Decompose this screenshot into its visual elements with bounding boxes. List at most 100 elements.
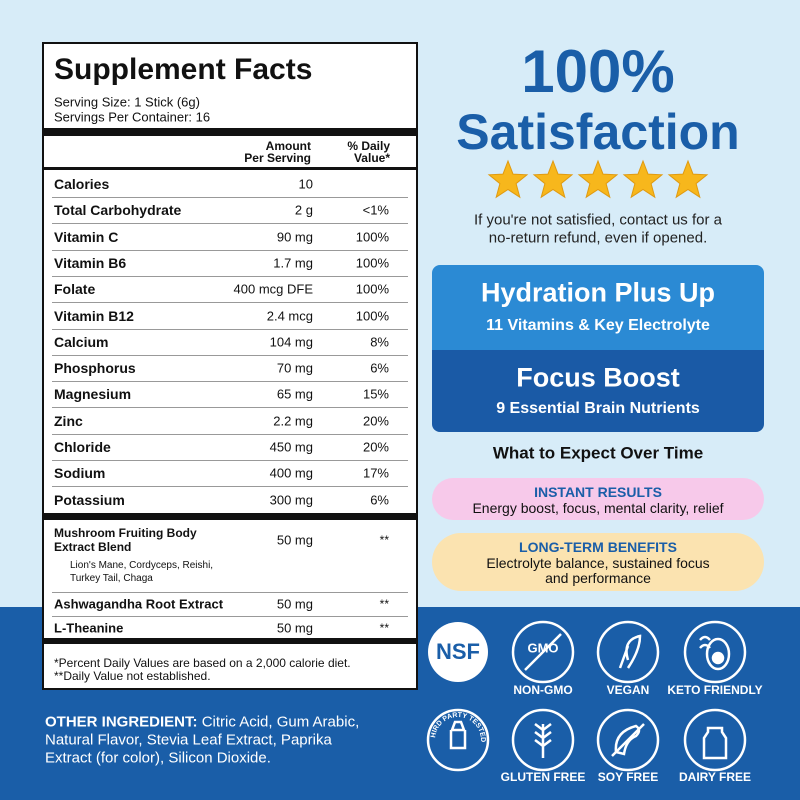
star <box>667 159 709 199</box>
amount: 50 mg <box>276 620 313 636</box>
star <box>487 159 529 199</box>
amount: 104 mg <box>269 334 313 350</box>
daily-value: ** <box>379 533 389 547</box>
daily-value: 20% <box>362 439 389 455</box>
facts-panel <box>42 42 418 690</box>
amount: 2.4 mcg <box>266 308 313 323</box>
row-line <box>52 381 408 383</box>
star <box>532 159 574 199</box>
badge-label: NON-GMO <box>513 683 573 697</box>
row-line <box>52 592 408 593</box>
row-line <box>52 302 408 304</box>
daily-value: 6% <box>370 360 389 376</box>
amount: 90 mg <box>276 229 313 245</box>
badge-label: VEGAN <box>606 683 650 697</box>
product-subtitle: 9 Essential Brain Nutrients <box>496 400 700 417</box>
badge-icon-text: NSF <box>436 639 480 664</box>
badge-label: KETO FRIENDLY <box>667 683 763 697</box>
product-title: Hydration Plus Up <box>480 277 716 308</box>
ingredients-row: OTHER INGREDIENT: Citric Acid, Gum Arabi… <box>45 715 359 730</box>
footnote: **Daily Value not established. <box>54 669 211 683</box>
nutrient-name: Folate <box>54 281 96 298</box>
product-title: Focus Boost <box>516 362 680 393</box>
amount: 450 mg <box>269 439 313 455</box>
header: Amount <box>265 139 311 153</box>
blend-name: Mushroom Fruiting Body <box>54 526 197 540</box>
guarantee-note: If you're not satisfied, contact us for … <box>474 211 722 229</box>
rule <box>44 638 416 644</box>
expect-item-title: INSTANT RESULTS <box>534 484 662 500</box>
amount: 70 mg <box>276 360 313 376</box>
row-line <box>52 275 408 277</box>
daily-value: 20% <box>362 413 389 429</box>
headline: Satisfaction <box>456 104 740 160</box>
daily-value: 100% <box>355 308 389 323</box>
blend-name: Extract Blend <box>54 540 132 554</box>
headline: 100% <box>521 38 675 105</box>
amount: 400 mg <box>269 465 313 481</box>
nutrient-name: Calcium <box>54 333 109 350</box>
star <box>622 159 664 199</box>
servings: Servings Per Container: 16 <box>54 109 211 125</box>
nutrient-name: Magnesium <box>54 386 132 403</box>
expect-item-text: Electrolyte balance, sustained focus <box>486 555 710 571</box>
amount: 50 mg <box>276 532 313 548</box>
row-line <box>52 407 408 409</box>
expect-item-text: Energy boost, focus, mental clarity, rel… <box>472 500 724 516</box>
amount: 65 mg <box>276 386 313 402</box>
daily-value: 100% <box>355 229 389 245</box>
expect-item-text: and performance <box>545 570 651 586</box>
badge-label: SOY FREE <box>597 770 659 784</box>
nutrient-name: Calories <box>54 176 110 192</box>
nutrient-name: Vitamin B6 <box>54 254 127 271</box>
nutrient-name: Total Carbohydrate <box>54 202 182 219</box>
product-box <box>432 350 764 432</box>
row-line <box>52 616 408 617</box>
row-line <box>52 433 408 435</box>
row-line <box>52 486 408 488</box>
nutrient-name: Sodium <box>54 465 106 482</box>
daily-value: 15% <box>362 386 389 402</box>
daily-value: 100% <box>355 281 389 297</box>
nutrient-name: Phosphorus <box>54 360 136 377</box>
daily-value: ** <box>379 597 389 611</box>
blend-detail: Lion's Mane, Cordyceps, Reishi, <box>70 560 214 571</box>
header: Per Serving <box>244 151 311 165</box>
row-line <box>52 354 408 356</box>
ingredients-text: Citric Acid, Gum Arabic, <box>201 713 360 731</box>
rule <box>44 128 416 136</box>
header: % Daily <box>347 139 390 153</box>
rule <box>44 513 416 520</box>
amount: 10 <box>298 176 313 192</box>
serving-size: Serving Size: 1 Stick (6g) <box>54 94 200 110</box>
nutrient-name: Chloride <box>54 439 111 455</box>
blend-name: L-Theanine <box>54 620 124 636</box>
row-line <box>52 328 408 330</box>
nutrient-name: Vitamin B12 <box>54 307 134 324</box>
product-box <box>432 265 764 350</box>
nutrient-name: Vitamin C <box>54 228 119 245</box>
ingredients-line: Extract (for color), Silicon Dioxide. <box>45 749 271 767</box>
blend-name: Ashwagandha Root Extract <box>54 596 224 612</box>
amount: 400 mcg DFE <box>233 281 313 297</box>
badge-icon-text: GMO <box>527 640 559 656</box>
expect-title: What to Expect Over Time <box>492 443 704 463</box>
amount: 2.2 mg <box>273 413 313 429</box>
daily-value: ** <box>379 621 389 635</box>
amount: 1.7 mg <box>273 255 313 271</box>
footnote: *Percent Daily Values are based on a 2,0… <box>54 656 351 670</box>
nutrient-name: Potassium <box>54 491 125 508</box>
daily-value: 100% <box>355 255 389 271</box>
header: Value* <box>353 151 390 165</box>
facts-title: Supplement Facts <box>54 53 313 86</box>
daily-value: 8% <box>370 334 389 350</box>
ingredients-text: OTHER INGREDIENT: <box>45 713 202 731</box>
daily-value: 6% <box>370 492 389 508</box>
nutrient-name: Zinc <box>54 412 83 429</box>
badge-label: DAIRY FREE <box>678 770 752 784</box>
ingredients-line: Natural Flavor, Stevia Leaf Extract, Pap… <box>45 731 332 749</box>
guarantee-note: no-return refund, even if opened. <box>488 229 708 247</box>
daily-value: 17% <box>362 465 389 481</box>
